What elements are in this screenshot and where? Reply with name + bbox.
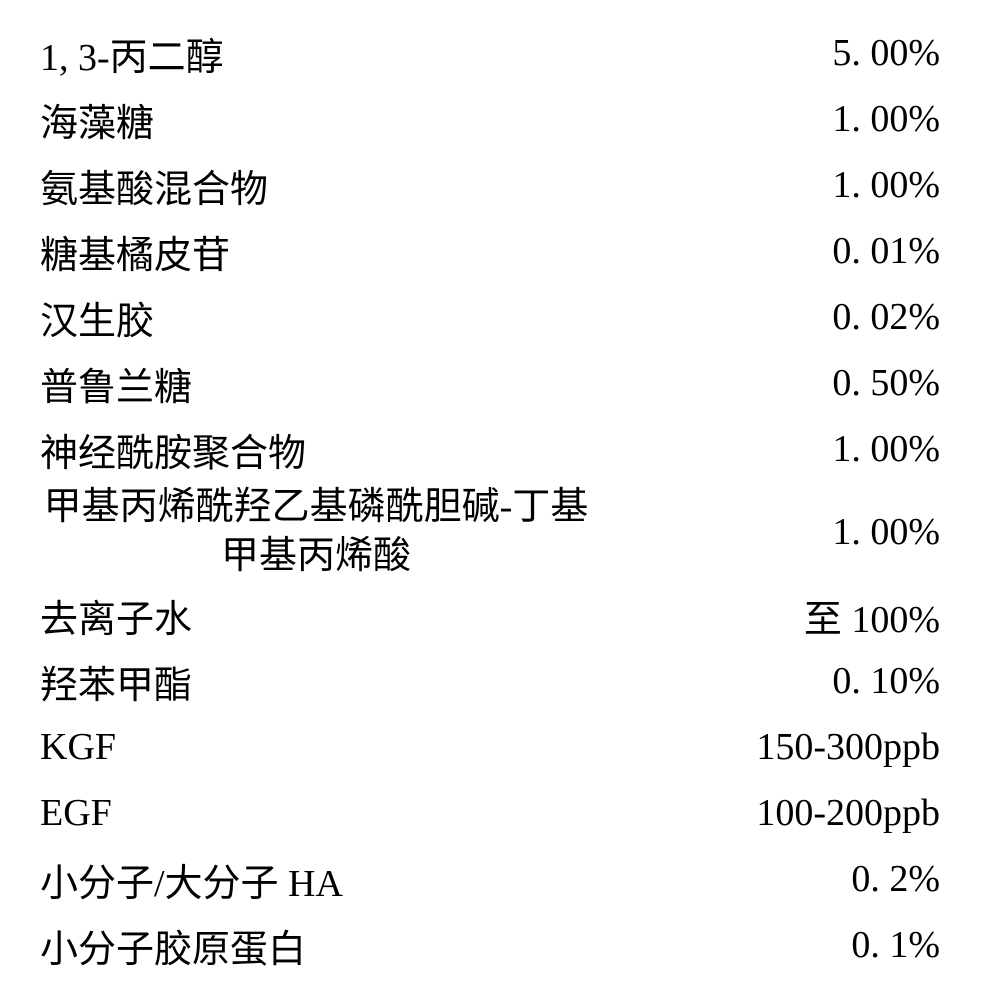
ingredient-label: 汉生胶 bbox=[40, 290, 592, 345]
ingredient-value: 0. 1% bbox=[680, 923, 960, 967]
ingredient-label: 甲基丙烯酰羟乙基磷酰胆碱-丁基甲基丙烯酸 bbox=[40, 483, 592, 582]
ingredient-row: 普鲁兰糖 0. 50% bbox=[40, 350, 960, 416]
ingredient-row: 氨基酸混合物 1. 00% bbox=[40, 152, 960, 218]
ingredient-row: 羟苯甲酯 0. 10% bbox=[40, 648, 960, 714]
ingredient-label: 糖基橘皮苷 bbox=[40, 224, 592, 279]
ingredient-label: KGF bbox=[40, 725, 592, 769]
ingredients-table: 1, 3-丙二醇 5. 00% 海藻糖 1. 00% 氨基酸混合物 1. 00% 糖基橘皮苷… bbox=[40, 20, 960, 978]
ingredient-row: 小分子/大分子 HA 0. 2% bbox=[40, 846, 960, 912]
ingredient-row: EGF 100-200ppb bbox=[40, 780, 960, 846]
ingredient-value: 1. 00% bbox=[680, 510, 960, 554]
ingredient-value: 1. 00% bbox=[680, 427, 960, 471]
ingredient-value: 150-300ppb bbox=[680, 725, 960, 769]
ingredient-row: 神经酰胺聚合物 1. 00% bbox=[40, 416, 960, 482]
ingredient-value: 0. 50% bbox=[680, 361, 960, 405]
ingredient-row: 汉生胶 0. 02% bbox=[40, 284, 960, 350]
ingredient-label: 羟苯甲酯 bbox=[40, 654, 592, 709]
ingredient-value: 0. 2% bbox=[680, 857, 960, 901]
ingredient-value: 0. 02% bbox=[680, 295, 960, 339]
ingredient-label: 小分子胶原蛋白 bbox=[40, 918, 592, 973]
ingredient-value: 100-200ppb bbox=[680, 791, 960, 835]
ingredient-row: 小分子胶原蛋白 0. 1% bbox=[40, 912, 960, 978]
ingredient-value: 0. 10% bbox=[680, 659, 960, 703]
ingredient-label: 神经酰胺聚合物 bbox=[40, 422, 592, 477]
ingredient-label: EGF bbox=[40, 791, 592, 835]
ingredient-label: 去离子水 bbox=[40, 588, 592, 643]
ingredient-value: 1. 00% bbox=[680, 97, 960, 141]
ingredient-value: 0. 01% bbox=[680, 229, 960, 273]
ingredient-row: 糖基橘皮苷 0. 01% bbox=[40, 218, 960, 284]
ingredient-value: 5. 00% bbox=[680, 31, 960, 75]
ingredient-row: 1, 3-丙二醇 5. 00% bbox=[40, 20, 960, 86]
ingredient-label: 小分子/大分子 HA bbox=[40, 852, 592, 907]
ingredient-label: 1, 3-丙二醇 bbox=[40, 26, 592, 81]
ingredient-label: 普鲁兰糖 bbox=[40, 356, 592, 411]
ingredient-row: 海藻糖 1. 00% bbox=[40, 86, 960, 152]
ingredient-row: KGF 150-300ppb bbox=[40, 714, 960, 780]
ingredient-value: 1. 00% bbox=[680, 163, 960, 207]
ingredient-row: 去离子水 至 100% bbox=[40, 582, 960, 648]
ingredient-label: 海藻糖 bbox=[40, 92, 592, 147]
ingredient-row: 甲基丙烯酰羟乙基磷酰胆碱-丁基甲基丙烯酸 1. 00% bbox=[40, 482, 960, 582]
ingredient-label: 氨基酸混合物 bbox=[40, 158, 592, 213]
ingredient-value: 至 100% bbox=[680, 588, 960, 643]
